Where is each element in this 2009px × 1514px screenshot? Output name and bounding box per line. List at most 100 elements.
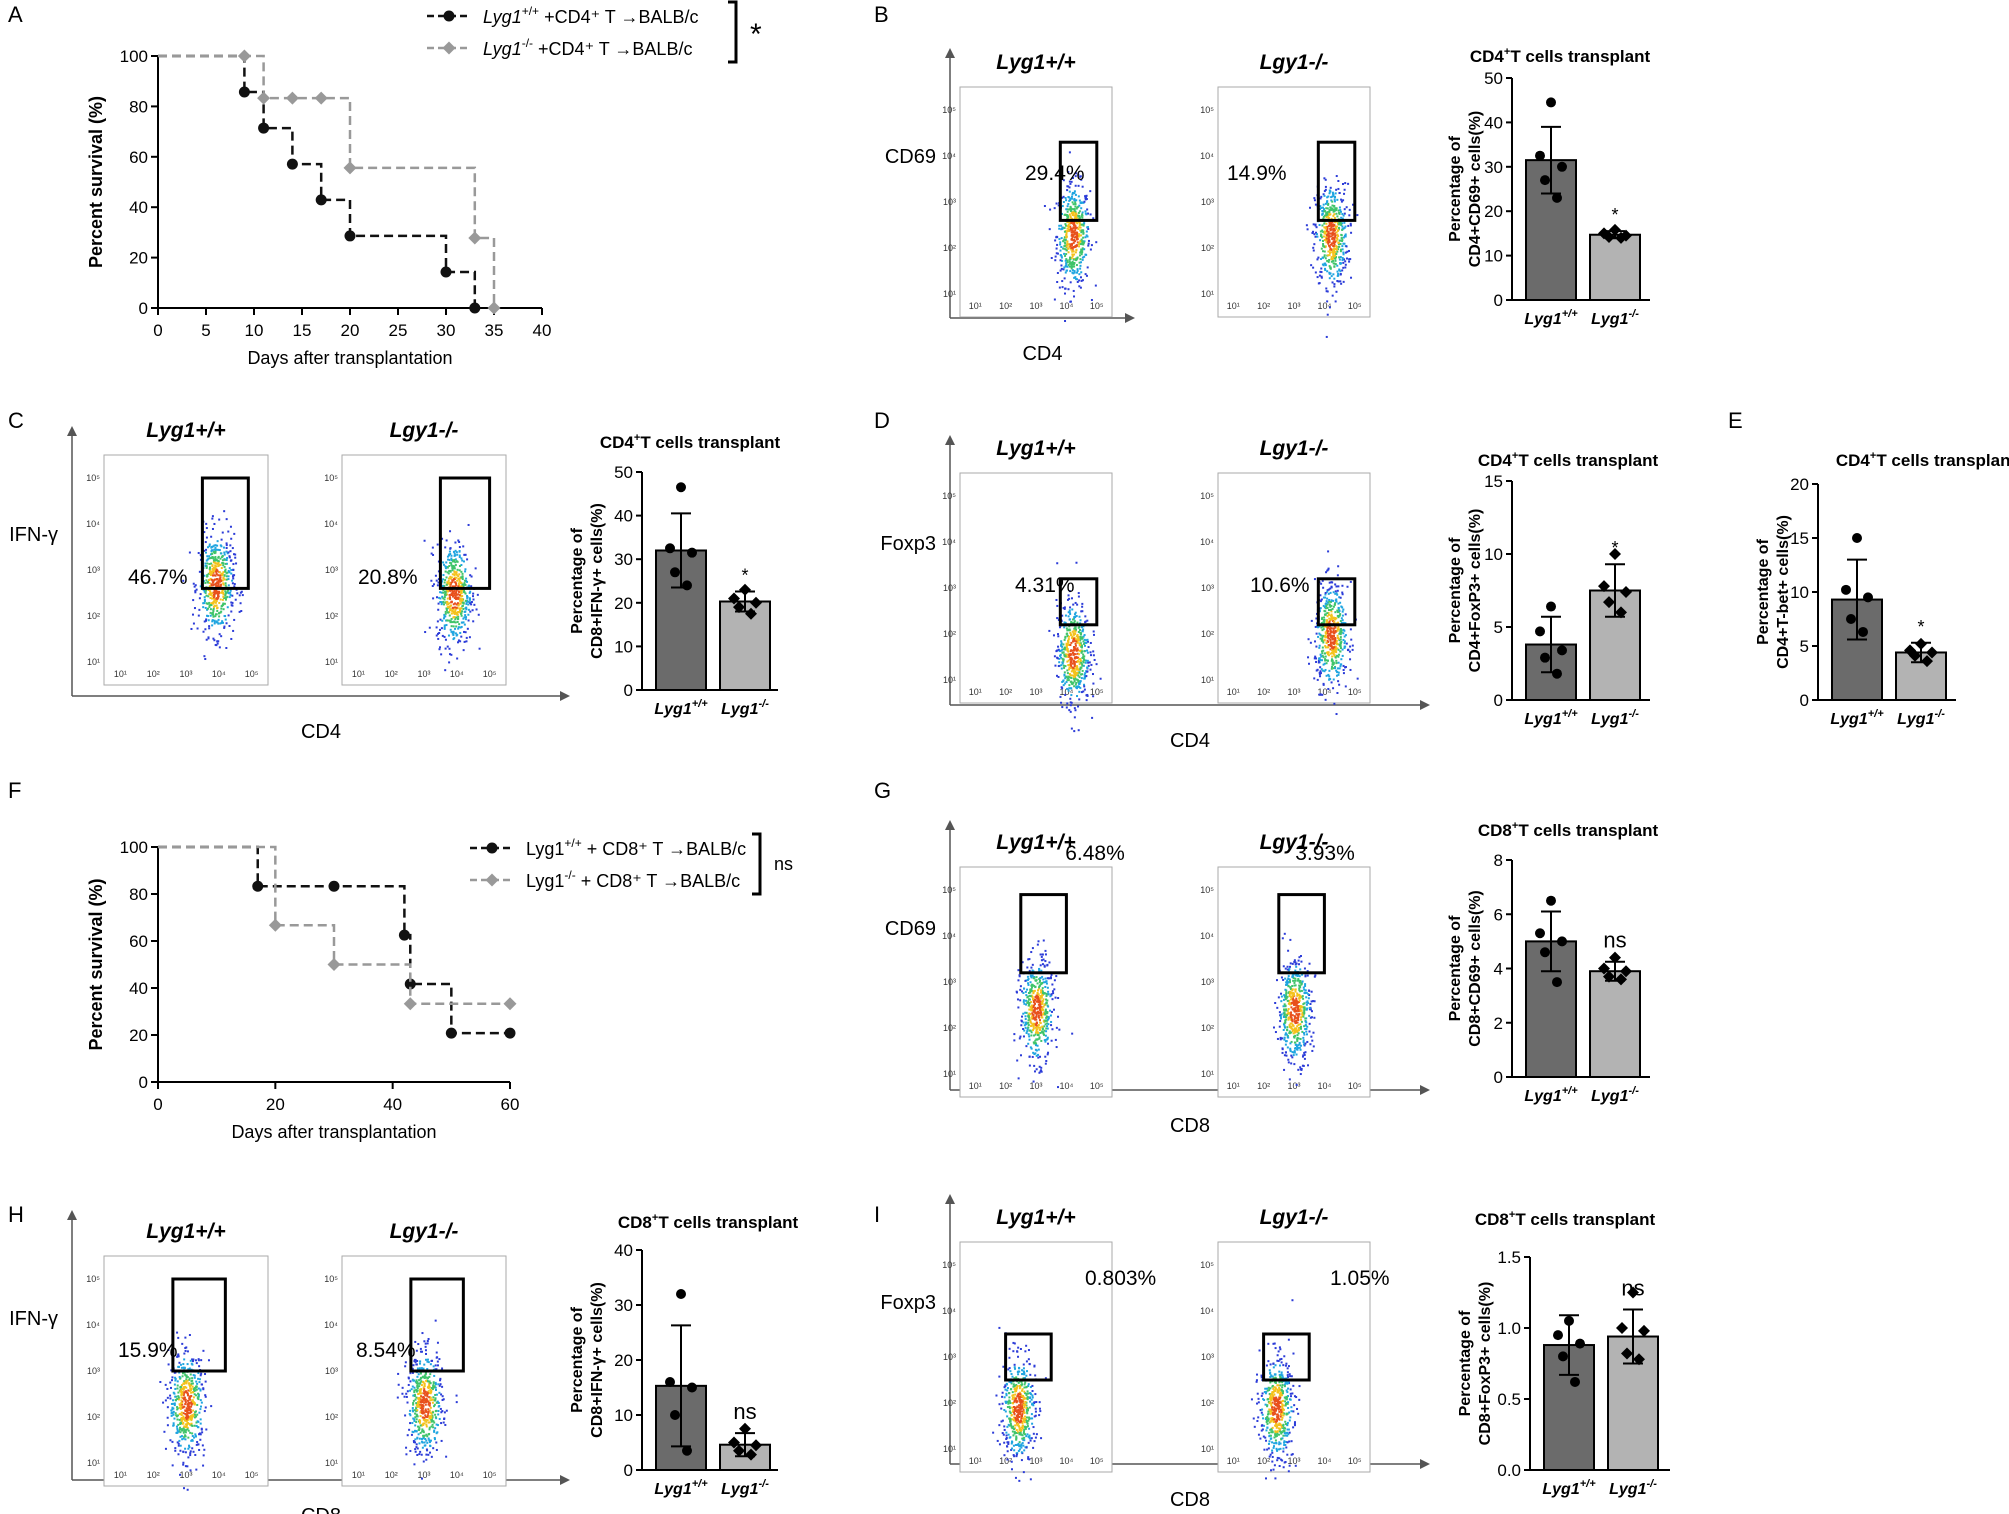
flow-event <box>1040 1070 1043 1073</box>
flow-event <box>1075 674 1078 676</box>
flow-event <box>1296 1016 1299 1019</box>
flow-event <box>1073 233 1076 236</box>
flow-event <box>1034 1042 1037 1045</box>
flow-event <box>197 1443 200 1446</box>
flow-event <box>1292 1002 1295 1005</box>
flow-event <box>1310 1000 1313 1003</box>
flow-event <box>1287 1018 1290 1021</box>
flow-event <box>460 601 463 604</box>
flow-event <box>199 1374 202 1377</box>
flow-event <box>1077 235 1080 238</box>
flow-event <box>1091 716 1094 719</box>
panel-letter-E: E <box>1728 408 1743 433</box>
flow-event <box>1295 1048 1298 1051</box>
flow-event <box>1341 238 1344 241</box>
survival-marker <box>257 91 271 105</box>
flow-event <box>1033 1010 1036 1013</box>
flow-event <box>1060 228 1063 231</box>
flow-event <box>215 548 218 551</box>
flow-event <box>212 602 215 605</box>
flow-event <box>452 564 455 567</box>
flow-event <box>1325 620 1328 623</box>
flow-event <box>227 569 230 572</box>
flow-event <box>1326 597 1329 600</box>
flow-event <box>455 590 458 593</box>
flow-event <box>1061 280 1064 283</box>
flow-event <box>1305 996 1308 999</box>
flow-event <box>1311 1039 1314 1042</box>
flow-event <box>1083 677 1086 680</box>
flow-event <box>1324 607 1327 610</box>
flow-event <box>230 604 233 607</box>
flow-event <box>1329 618 1332 621</box>
flow-event <box>1043 1011 1046 1014</box>
flow-event <box>218 549 221 552</box>
flow-event <box>205 527 208 530</box>
flow-event <box>220 607 223 610</box>
flow-event <box>1287 981 1290 984</box>
flow-event <box>176 1406 179 1409</box>
flow-event <box>1025 1045 1028 1048</box>
flow-event <box>1335 225 1338 228</box>
flow-event <box>1064 614 1067 617</box>
flow-event <box>1039 997 1042 1000</box>
flow-event <box>1344 263 1347 266</box>
flow-event <box>1042 1031 1045 1034</box>
flow-event <box>455 573 458 576</box>
flow-event <box>461 575 464 578</box>
flow-event <box>1034 999 1037 1002</box>
flow-event <box>415 1390 418 1393</box>
flow-event <box>1320 271 1323 274</box>
flow-event <box>1283 1038 1286 1041</box>
flow-event <box>1080 279 1083 282</box>
flow-x-tick: 10³ <box>179 669 192 679</box>
flow-event <box>1044 992 1047 995</box>
flow-x-arrow <box>1420 1085 1430 1095</box>
flow-event <box>1027 1014 1030 1017</box>
flow-event <box>226 606 229 609</box>
flow-event <box>1062 268 1065 271</box>
flow-event <box>1291 1020 1294 1023</box>
flow-event <box>447 558 450 561</box>
flow-event <box>1279 1015 1282 1018</box>
flow-event <box>1045 1012 1048 1015</box>
flow-event <box>212 581 215 584</box>
flow-event <box>1346 250 1349 253</box>
flow-x-tick: 10⁴ <box>212 669 226 679</box>
flow-event <box>463 640 466 643</box>
flow-event <box>187 1436 190 1439</box>
flow-event <box>1304 989 1307 992</box>
flow-event <box>1078 261 1081 264</box>
flow-event <box>1045 1030 1048 1033</box>
flow-event <box>444 565 447 568</box>
x-axis-title: Days after transplantation <box>247 348 452 368</box>
flow-event <box>1078 683 1081 686</box>
flow-event <box>1034 1016 1037 1019</box>
flow-event <box>1068 684 1071 687</box>
flow-event <box>1336 264 1339 267</box>
flow-event <box>214 589 217 592</box>
flow-event <box>1285 997 1288 1000</box>
flow-event <box>1085 274 1088 277</box>
flow-event <box>177 1353 180 1356</box>
flow-event <box>1039 964 1042 967</box>
flow-event <box>444 615 447 618</box>
flow-event <box>1307 1064 1310 1067</box>
flow-event <box>1343 242 1346 245</box>
flow-event <box>1325 216 1328 219</box>
flow-event <box>221 620 224 623</box>
flow-event <box>221 531 224 534</box>
flow-event <box>188 1422 191 1425</box>
flow-event <box>202 1349 205 1352</box>
flow-event <box>1334 221 1337 224</box>
flow-event <box>468 598 471 601</box>
flow-event <box>205 536 208 539</box>
flow-event <box>222 602 225 605</box>
flow-event <box>1046 977 1049 980</box>
flow-gate <box>1316 140 1357 222</box>
y-tick-label: 100 <box>120 838 148 857</box>
flow-event <box>429 1415 432 1418</box>
flow-event <box>234 598 237 601</box>
flow-x-label: CD4 <box>1170 730 1210 752</box>
